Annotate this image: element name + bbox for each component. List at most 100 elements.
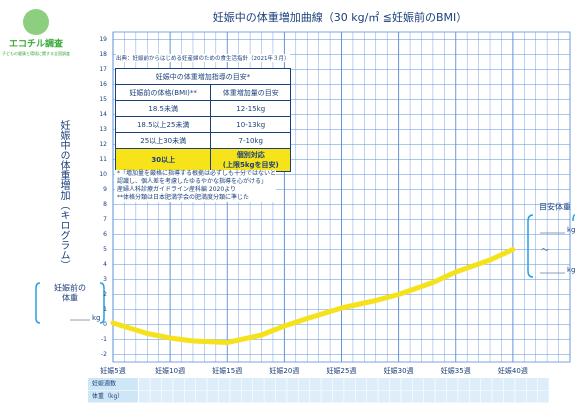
cell [310, 390, 321, 403]
cell [161, 390, 173, 403]
cell [275, 378, 287, 390]
y-tick-label: 9 [103, 186, 107, 193]
table-cell: 10-13kg [210, 116, 291, 133]
cell [310, 378, 321, 390]
y-tick-label: 8 [103, 201, 107, 208]
cell [367, 378, 378, 390]
x-tick-label: 妊娠15週 [212, 366, 242, 375]
cell [515, 378, 526, 390]
left-box: 妊娠前の 体重 kg [35, 282, 105, 324]
table-row: 30以上 個別対応 (上限5kgを目安) [114, 148, 291, 172]
x-tick-label: 妊娠25週 [327, 366, 357, 375]
y-axis-label: 妊娠中の体重増加（キログラム） [58, 119, 70, 270]
right-box-tilde: 〜 [541, 246, 549, 255]
cell [355, 390, 367, 403]
cell [401, 390, 412, 403]
table-cell: 18.5以上25未満 [114, 116, 212, 133]
cell [435, 390, 447, 403]
cell [367, 390, 378, 403]
cell [458, 390, 469, 403]
y-tick-label: 10 [99, 171, 107, 178]
cell [458, 378, 469, 390]
cell [230, 390, 241, 403]
y-tick-label: 3 [103, 276, 107, 283]
table-cell: 12-15kg [210, 100, 291, 117]
table-cell: 25以上30未満 [114, 132, 212, 149]
table-row: 18.5以上25未満 10-13kg [114, 116, 291, 133]
cell [481, 378, 492, 390]
cell [287, 378, 298, 390]
cell [196, 390, 207, 403]
cell [389, 378, 401, 390]
y-tick-label: -1 [101, 336, 107, 343]
cell [332, 378, 344, 390]
cell [424, 378, 435, 390]
cell [253, 390, 264, 403]
note: 認識し、個人差を考慮したゆるやかな指導を心がける」 [117, 178, 268, 185]
marks [110, 247, 516, 345]
table-row: 妊娠中の体重増加指導の目安* [115, 68, 291, 85]
x-tick-label: 妊娠10週 [155, 366, 185, 375]
y-tick-label: 16 [99, 81, 107, 88]
curve [110, 247, 516, 345]
row-label-cell [88, 390, 138, 403]
cell [538, 390, 549, 403]
cell [332, 390, 344, 403]
cell [150, 378, 162, 390]
note: **体格分類は日本肥満学会の肥満度分類に準じた [117, 194, 250, 201]
cell [218, 378, 230, 390]
cell [481, 390, 492, 403]
cell [230, 378, 241, 390]
y-tick-label: 15 [99, 96, 107, 103]
cell [424, 390, 435, 403]
y-tick-label: 2 [103, 291, 107, 298]
column-header: 妊娠前の体格(BMI)** [114, 84, 212, 101]
y-tick-label: 11 [99, 156, 107, 163]
cell [150, 390, 162, 403]
y-tick-label: 12 [99, 141, 107, 148]
right-box-unit: kg [567, 226, 576, 234]
cell [298, 390, 310, 403]
cell [241, 378, 253, 390]
cell [184, 378, 196, 390]
cell [253, 378, 264, 390]
right-box: 目安体重 kg 〜 kg [527, 202, 576, 278]
cell [139, 390, 150, 403]
cell [207, 390, 219, 403]
cell [526, 390, 538, 403]
note: *「増加量を厳格に指導する根拠は必ずしも十分ではないと [117, 170, 277, 177]
cell [378, 378, 390, 390]
cell [503, 390, 515, 403]
y-tick-label: 14 [99, 111, 107, 118]
guide-table: 妊娠中の体重増加指導の目安* 妊娠前の体格(BMI)** 体重増加量の目安 18.5未… [114, 68, 291, 172]
cell [355, 378, 367, 390]
table-row: 18.5未満 12-15kg [114, 100, 291, 117]
y-tick-label: 17 [99, 66, 107, 73]
cell [264, 390, 276, 403]
cell [275, 390, 287, 403]
x-tick-label: 妊娠35週 [441, 366, 471, 375]
cell [435, 378, 447, 390]
table-cell: 30以上 [114, 148, 212, 172]
notes: *「増加量を厳格に指導する根拠は必ずしも十分ではないと 認識し、個人差を考慮したゆ… [115, 170, 277, 202]
note: 産婦人科診療ガイドライン産科編 2020より [117, 186, 237, 193]
bracket [35, 282, 105, 324]
cell [446, 390, 458, 403]
cell [378, 390, 390, 403]
cell [344, 390, 355, 403]
cell [184, 390, 196, 403]
cell [344, 378, 355, 390]
cell [298, 378, 310, 390]
cell [321, 390, 333, 403]
cell [241, 390, 253, 403]
cell [321, 378, 333, 390]
x-tick-label: 妊娠40週 [498, 366, 528, 375]
cell [264, 378, 276, 390]
cell [389, 390, 401, 403]
cell [196, 378, 207, 390]
chart-title: 妊娠中の体重増加曲線（30 kg/㎡ ≦妊娠前のBMI） [213, 10, 468, 24]
y-tick-label: -2 [101, 351, 107, 358]
source: 出典：妊娠前からはじめる妊産婦のための食生活指針（2021年３月） [116, 54, 290, 62]
